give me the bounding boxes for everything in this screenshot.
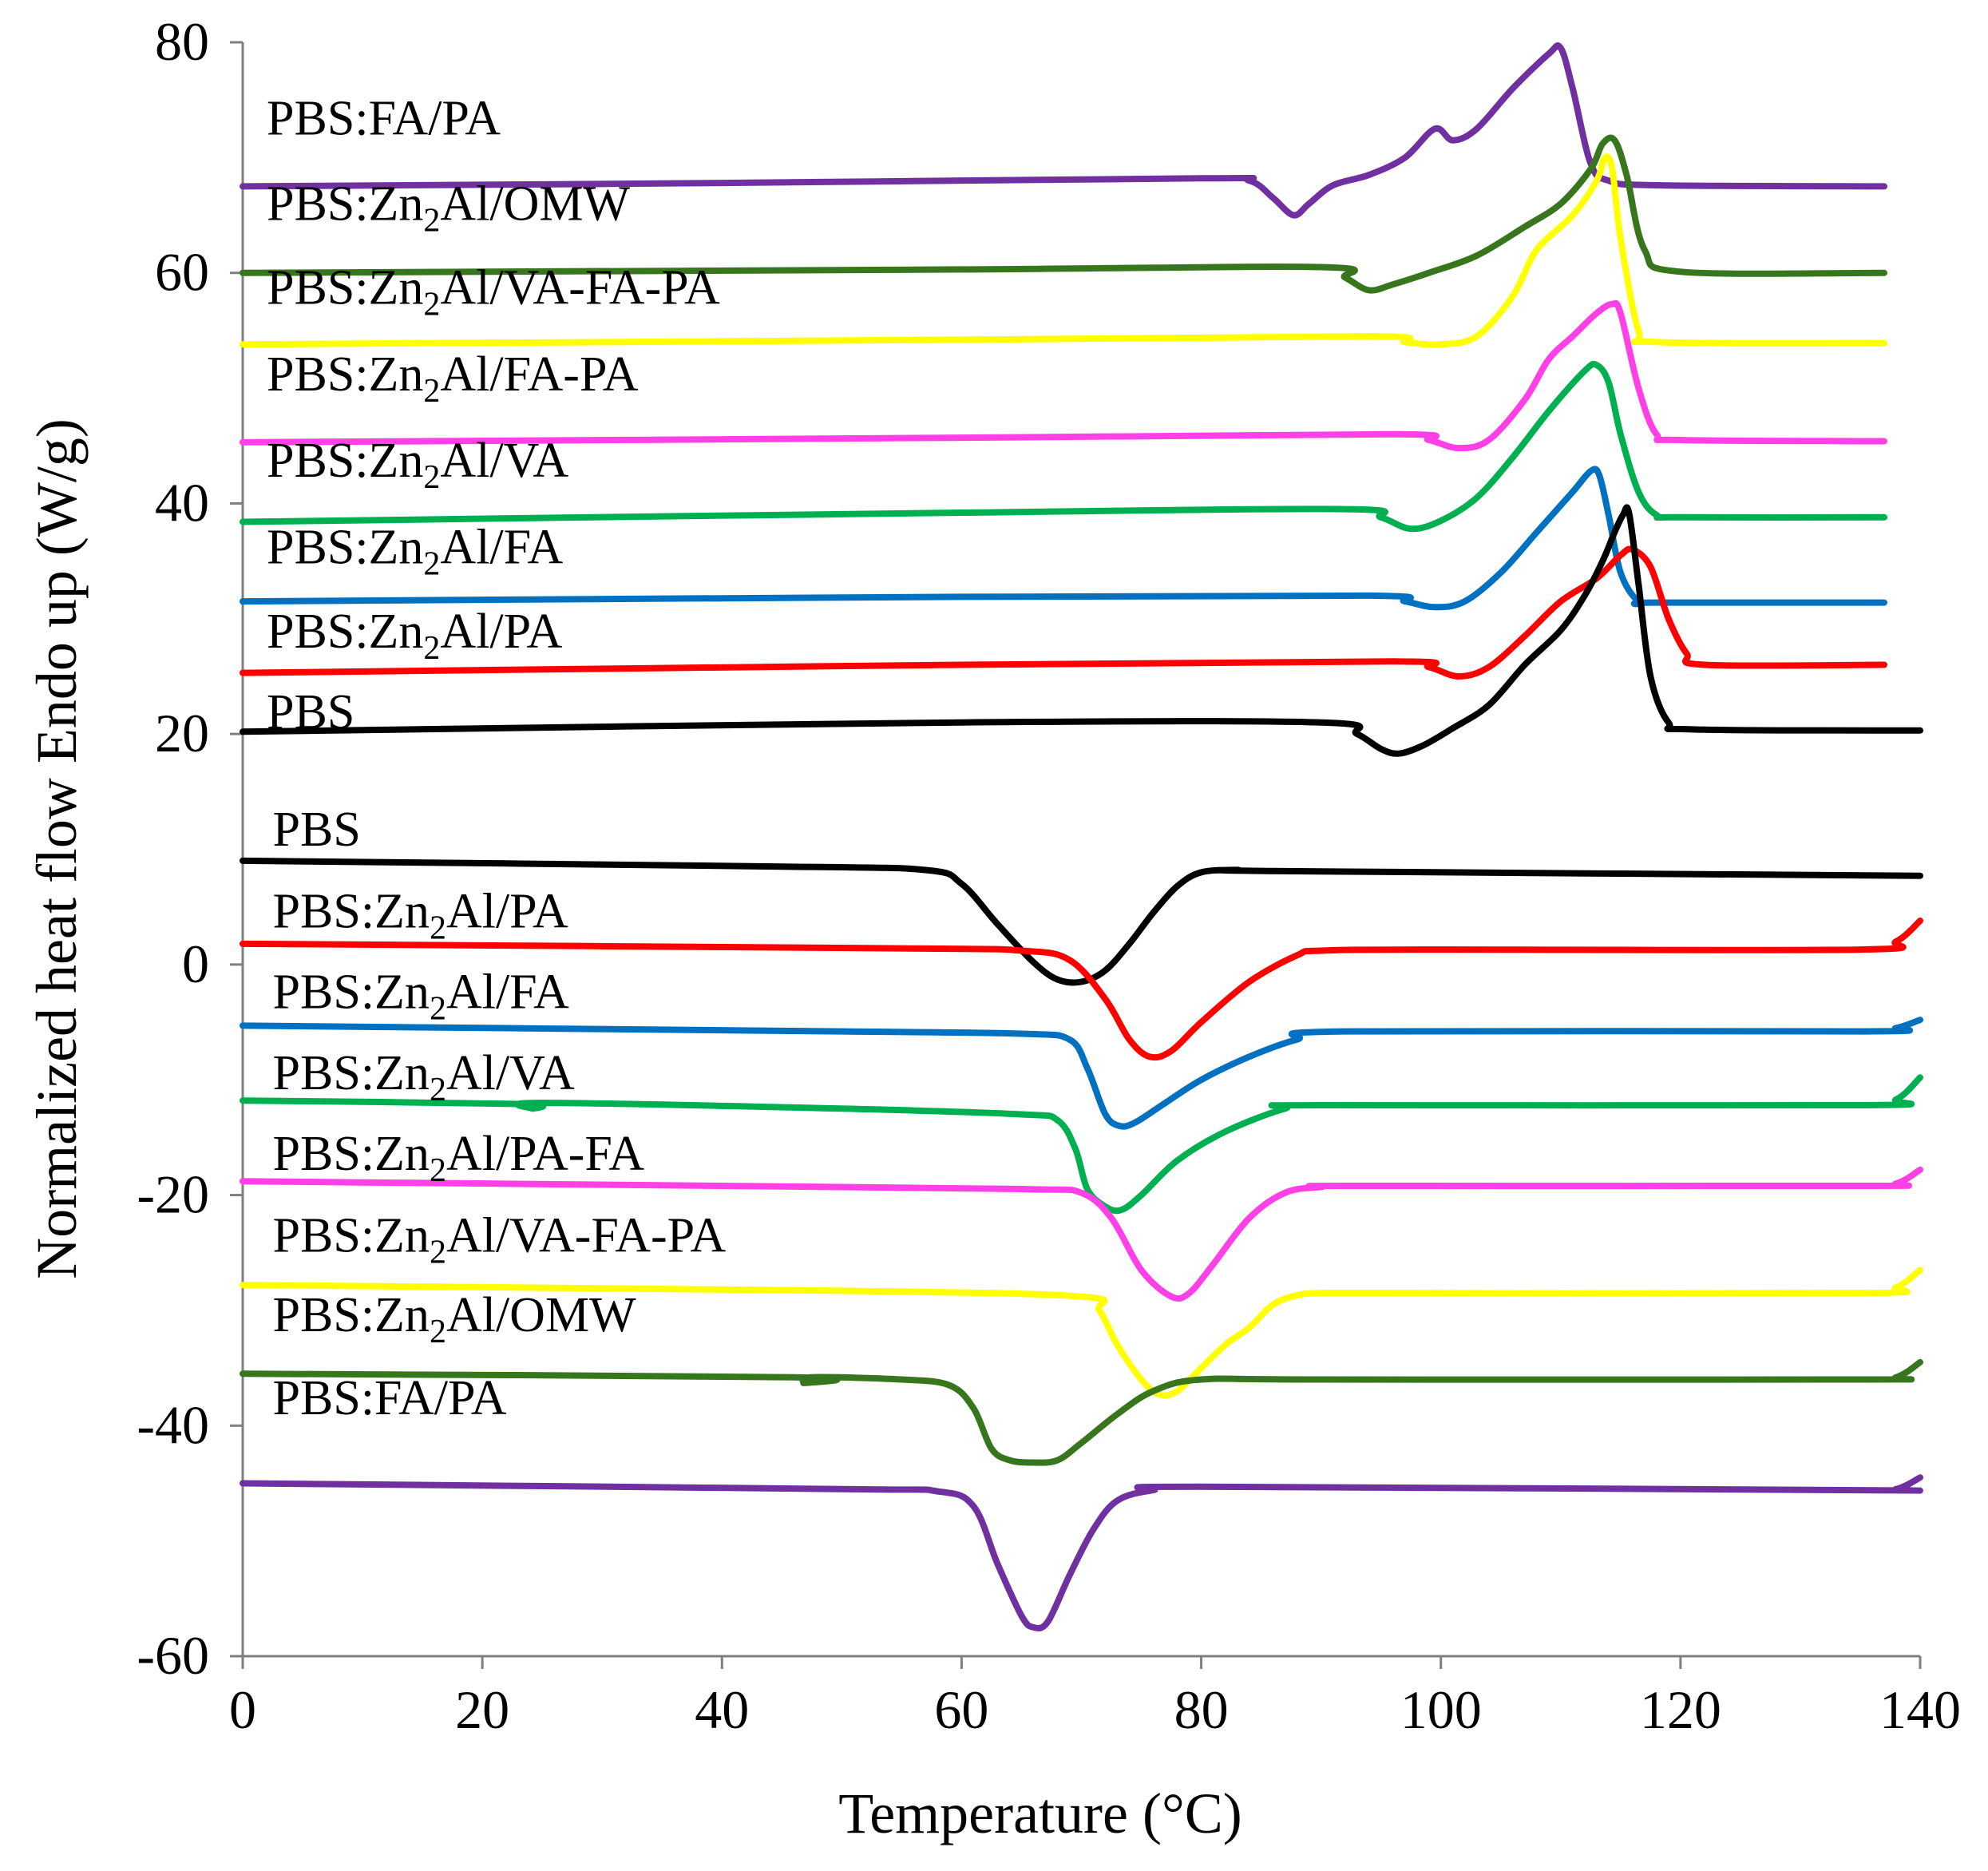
curve-series-3	[240, 299, 1887, 452]
curve-series-12	[240, 1166, 1923, 1302]
curve-label-11: PBS:Zn2Al/VA	[273, 1046, 575, 1108]
curve-series-5	[240, 466, 1887, 611]
y-tick-label: 40	[155, 472, 209, 533]
curve-label-7: PBS	[267, 685, 354, 739]
y-tick-label: -40	[137, 1394, 209, 1455]
x-tick-label: 80	[1174, 1679, 1229, 1740]
curve-series-15	[240, 1474, 1923, 1631]
x-tick-label: 0	[229, 1679, 256, 1740]
curve-label-14: PBS:Zn2Al/OMW	[273, 1288, 637, 1350]
curve-label-5: PBS:Zn2Al/FA	[267, 520, 564, 582]
curve-label-8: PBS	[273, 803, 361, 857]
x-tick-label: 40	[695, 1679, 749, 1740]
curve-label-10: PBS:Zn2Al/FA	[273, 965, 570, 1028]
axes	[241, 42, 1920, 1658]
y-tick-label: 0	[182, 934, 209, 994]
curve-series-8	[240, 857, 1923, 986]
curve-label-2: PBS:Zn2Al/VA-FA-PA	[267, 261, 720, 323]
y-axis-title: Normalized heat flow Endo up (W/g)	[25, 418, 89, 1279]
curve-series-1	[240, 134, 1887, 294]
curve-series-4	[240, 360, 1887, 533]
y-tick-label: 20	[155, 703, 209, 763]
curve-label-13: PBS:Zn2Al/VA-FA-PA	[273, 1208, 727, 1270]
curve-series-0	[240, 42, 1887, 219]
x-axis-title: Temperature (°C)	[838, 1782, 1242, 1845]
curve-series-10	[240, 1017, 1923, 1130]
y-tick-label: -60	[137, 1625, 209, 1686]
curve-label-15: PBS:FA/PA	[273, 1371, 507, 1425]
x-tick-label: 140	[1879, 1679, 1961, 1740]
curve-series-14	[240, 1358, 1923, 1466]
y-ticks: -60 -40 -20 0 20 40 60 80	[137, 11, 243, 1686]
curve-series-6	[240, 545, 1887, 680]
x-ticks: 0 20 40 60 80 100 120 140	[229, 1656, 1961, 1740]
curves	[240, 42, 1923, 1631]
curve-label-12: PBS:Zn2Al/PA-FA	[273, 1127, 645, 1189]
x-tick-label: 100	[1400, 1679, 1482, 1740]
curve-label-0: PBS:FA/PA	[267, 91, 501, 145]
y-tick-label: -20	[137, 1164, 209, 1225]
y-tick-label: 80	[155, 11, 209, 72]
curve-label-1: PBS:Zn2Al/OMW	[267, 176, 631, 239]
curve-labels: PBS:FA/PA PBS:Zn2Al/OMW PBS:Zn2Al/VA-FA-PA…	[267, 91, 726, 1425]
curve-label-4: PBS:Zn2Al/VA	[267, 434, 568, 496]
x-tick-label: 20	[455, 1679, 509, 1740]
curve-label-9: PBS:Zn2Al/PA	[273, 885, 568, 947]
x-tick-label: 120	[1640, 1679, 1721, 1740]
curve-series-9	[240, 918, 1923, 1061]
curve-label-6: PBS:Zn2Al/PA	[267, 605, 562, 667]
curve-series-2	[240, 153, 1887, 348]
x-tick-label: 60	[934, 1679, 988, 1740]
y-tick-label: 60	[155, 242, 209, 303]
curve-series-7	[240, 504, 1923, 757]
curve-series-13	[240, 1266, 1923, 1399]
curve-label-3: PBS:Zn2Al/FA-PA	[267, 347, 639, 410]
